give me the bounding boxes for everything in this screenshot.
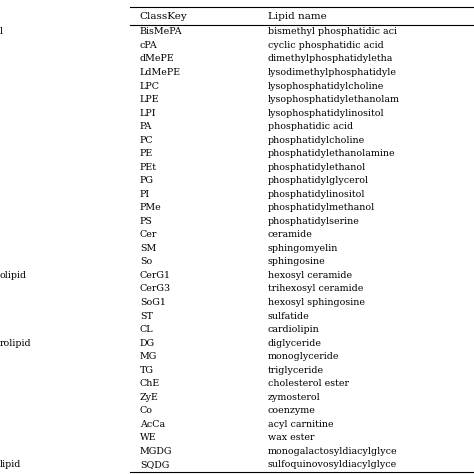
Text: trihexosyl ceramide: trihexosyl ceramide [268, 284, 363, 293]
Text: phosphatidylserine: phosphatidylserine [268, 217, 360, 226]
Text: ChE: ChE [140, 379, 160, 388]
Text: SQDG: SQDG [140, 460, 169, 469]
Text: BisMePA: BisMePA [140, 27, 182, 36]
Text: bismethyl phosphatidic aci: bismethyl phosphatidic aci [268, 27, 397, 36]
Text: sulfatide: sulfatide [268, 311, 310, 320]
Text: acyl carnitine: acyl carnitine [268, 420, 333, 429]
Text: lysophosphatidylcholine: lysophosphatidylcholine [268, 82, 384, 91]
Text: zymosterol: zymosterol [268, 393, 320, 401]
Text: PMe: PMe [140, 203, 162, 212]
Text: lysophosphatidylethanolam: lysophosphatidylethanolam [268, 95, 400, 104]
Text: phosphatidylethanolamine: phosphatidylethanolamine [268, 149, 395, 158]
Text: phosphatidylmethanol: phosphatidylmethanol [268, 203, 375, 212]
Text: MG: MG [140, 352, 157, 361]
Text: PEt: PEt [140, 163, 157, 172]
Text: PI: PI [140, 190, 150, 199]
Text: lysophosphatidylinositol: lysophosphatidylinositol [268, 109, 384, 118]
Text: So: So [140, 257, 152, 266]
Text: triglyceride: triglyceride [268, 365, 324, 374]
Text: hexosyl ceramide: hexosyl ceramide [268, 271, 352, 280]
Text: MGDG: MGDG [140, 447, 173, 456]
Text: LPE: LPE [140, 95, 159, 104]
Text: phosphatidylethanol: phosphatidylethanol [268, 163, 366, 172]
Text: PG: PG [140, 176, 154, 185]
Text: PS: PS [140, 217, 153, 226]
Text: PC: PC [140, 136, 154, 145]
Text: LPC: LPC [140, 82, 160, 91]
Text: ZyE: ZyE [140, 393, 159, 401]
Text: diglyceride: diglyceride [268, 338, 322, 347]
Text: CerG1: CerG1 [140, 271, 171, 280]
Text: monogalactosyldiacylglyce: monogalactosyldiacylglyce [268, 447, 397, 456]
Text: DG: DG [140, 338, 155, 347]
Text: cPA: cPA [140, 41, 157, 50]
Text: olipid: olipid [0, 271, 27, 280]
Text: PE: PE [140, 149, 153, 158]
Text: phosphatidic acid: phosphatidic acid [268, 122, 353, 131]
Text: phosphatidylglycerol: phosphatidylglycerol [268, 176, 369, 185]
Text: sphingomyelin: sphingomyelin [268, 244, 338, 253]
Text: lysodimethylphosphatidyle: lysodimethylphosphatidyle [268, 68, 397, 77]
Text: AcCa: AcCa [140, 420, 165, 429]
Text: ceramide: ceramide [268, 230, 313, 239]
Text: cardiolipin: cardiolipin [268, 325, 319, 334]
Text: CerG3: CerG3 [140, 284, 171, 293]
Text: sulfoquinovosyldiacylglyce: sulfoquinovosyldiacylglyce [268, 460, 397, 469]
Text: cholesterol ester: cholesterol ester [268, 379, 349, 388]
Text: rolipid: rolipid [0, 338, 32, 347]
Text: cyclic phosphatidic acid: cyclic phosphatidic acid [268, 41, 383, 50]
Text: monoglyceride: monoglyceride [268, 352, 339, 361]
Text: CL: CL [140, 325, 154, 334]
Text: dimethylphosphatidyletha: dimethylphosphatidyletha [268, 55, 393, 64]
Text: dMePE: dMePE [140, 55, 174, 64]
Text: coenzyme: coenzyme [268, 406, 316, 415]
Text: SoG1: SoG1 [140, 298, 166, 307]
Text: hexosyl sphingosine: hexosyl sphingosine [268, 298, 365, 307]
Text: SM: SM [140, 244, 156, 253]
Text: LPI: LPI [140, 109, 156, 118]
Text: Cer: Cer [140, 230, 157, 239]
Text: WE: WE [140, 433, 156, 442]
Text: wax ester: wax ester [268, 433, 314, 442]
Text: lipid: lipid [0, 460, 21, 469]
Text: ST: ST [140, 311, 153, 320]
Text: PA: PA [140, 122, 152, 131]
Text: sphingosine: sphingosine [268, 257, 326, 266]
Text: TG: TG [140, 365, 154, 374]
Text: phosphatidylcholine: phosphatidylcholine [268, 136, 365, 145]
Text: Co: Co [140, 406, 153, 415]
Text: phosphatidylinositol: phosphatidylinositol [268, 190, 365, 199]
Text: ClassKey: ClassKey [140, 12, 188, 20]
Text: LdMePE: LdMePE [140, 68, 181, 77]
Text: Lipid name: Lipid name [268, 12, 327, 20]
Text: l: l [0, 27, 3, 36]
